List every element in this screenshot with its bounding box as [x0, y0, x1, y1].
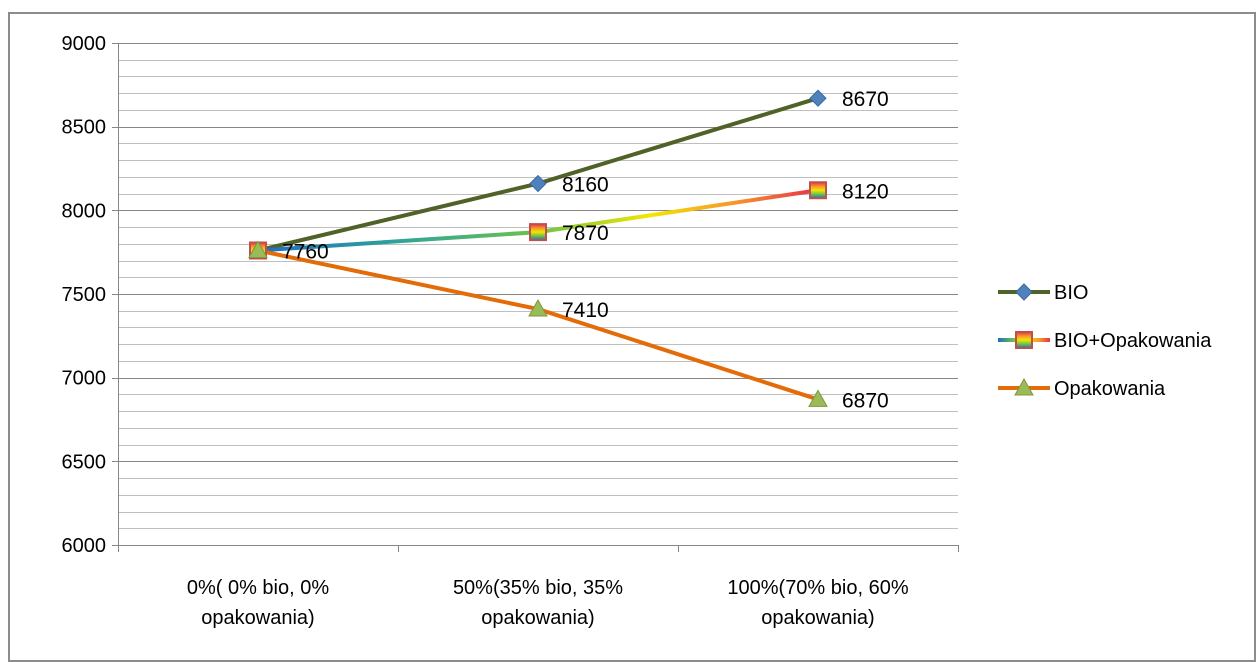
data-label: 8120 — [842, 180, 889, 203]
legend: BIO BIO+Opakowania Opakowania — [998, 282, 1212, 400]
legend-item: Opakowania — [998, 377, 1166, 400]
data-point-marker — [809, 89, 827, 107]
legend-marker — [1014, 377, 1034, 396]
grid-lines — [118, 43, 958, 546]
x-category-label: 50%(35% bio, 35% opakowania) — [453, 577, 623, 629]
legend-item: BIO+Opakowania — [998, 330, 1212, 352]
legend-marker — [1015, 283, 1033, 301]
series-line-opakowania — [257, 248, 819, 402]
data-label: 7870 — [562, 222, 609, 245]
data-point-marker — [528, 299, 548, 317]
legend-label: Opakowania — [1054, 378, 1166, 400]
y-tick-label: 9000 — [62, 33, 107, 55]
data-label: 6870 — [842, 389, 889, 412]
data-labels: 7760 8160 8670 7870 8120 7410 6870 — [282, 88, 889, 412]
data-point-marker — [529, 174, 547, 193]
legend-label: BIO — [1054, 282, 1088, 304]
x-category-label: 100%(70% bio, 60% opakowania) — [727, 577, 908, 629]
data-label: 8160 — [562, 174, 609, 197]
axes: 6000 6500 7000 7500 8000 8500 9000 0%( 0% bio, … — [62, 33, 959, 629]
data-label: 7410 — [562, 299, 609, 322]
data-point-marker — [529, 223, 547, 242]
chart-frame — [8, 12, 1256, 662]
y-tick-label: 6500 — [62, 451, 107, 473]
y-tick-label: 7500 — [62, 284, 107, 306]
y-tick-label: 8000 — [62, 200, 107, 222]
y-tick-label: 8500 — [62, 117, 107, 139]
legend-label: BIO+Opakowania — [1054, 330, 1212, 352]
x-category-label: 0%( 0% bio, 0% opakowania) — [187, 577, 330, 629]
data-point-marker — [809, 181, 827, 200]
y-tick-label: 6000 — [62, 535, 107, 557]
legend-item: BIO — [998, 282, 1088, 304]
data-point-marker — [248, 240, 268, 258]
legend-marker — [1015, 331, 1033, 349]
series-line-bio-opakowania — [257, 188, 819, 253]
data-label: 8670 — [842, 88, 889, 111]
series-markers — [248, 89, 828, 407]
data-label: 7760 — [282, 240, 329, 263]
data-point-marker — [808, 389, 828, 407]
y-tick-label: 7000 — [62, 368, 107, 390]
